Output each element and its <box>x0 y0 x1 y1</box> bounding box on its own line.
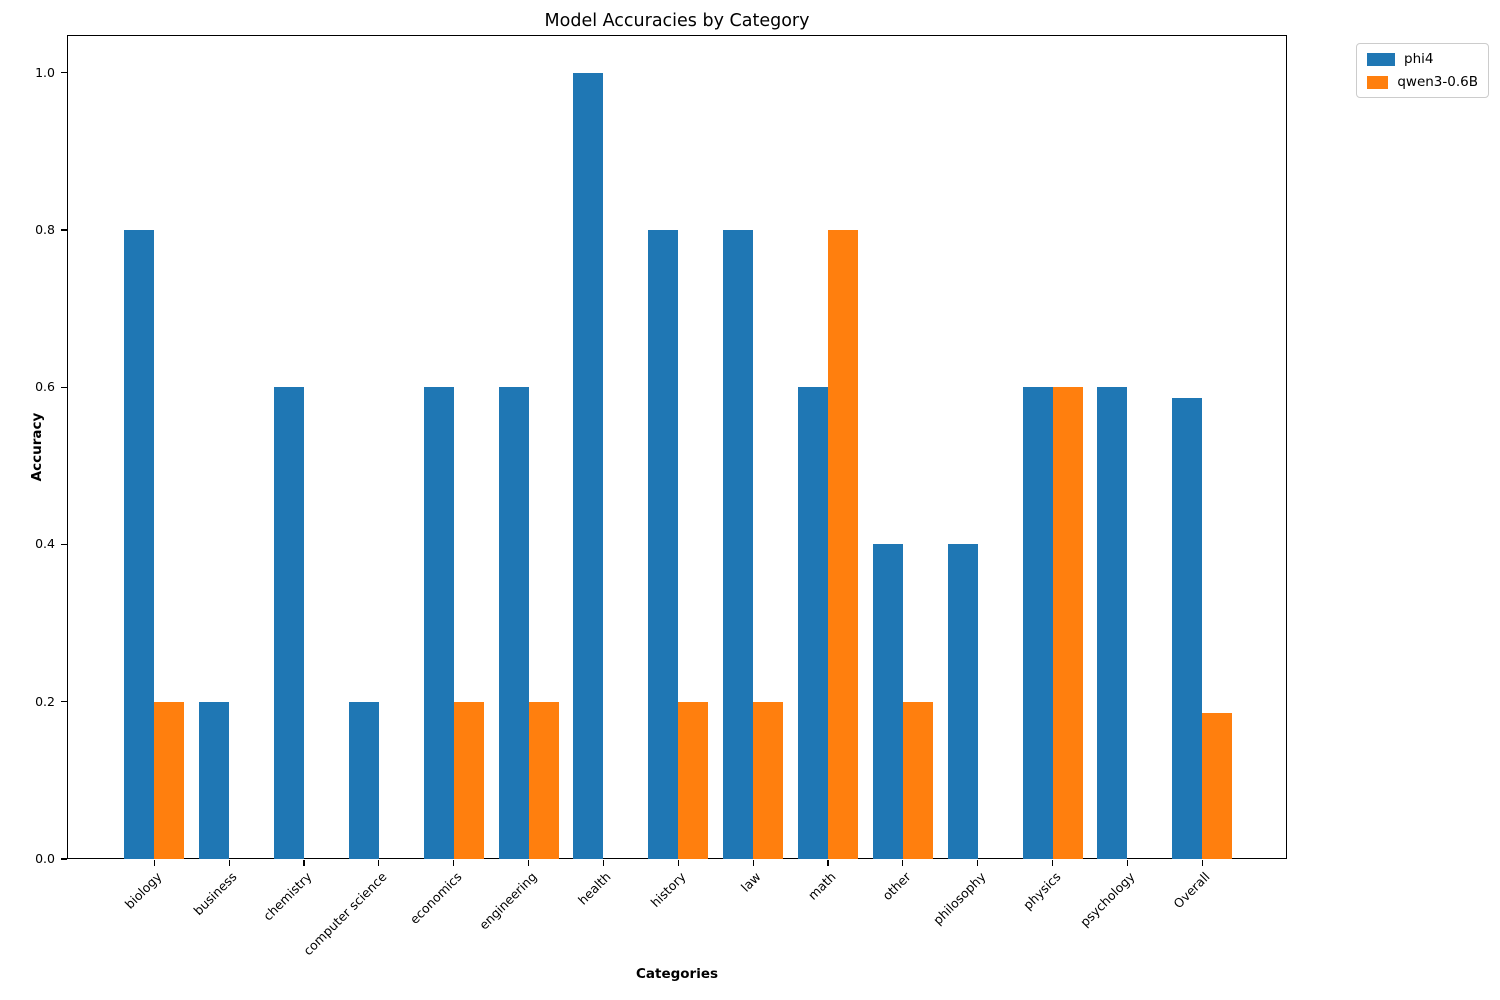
bar-phi4-health <box>573 72 604 859</box>
chart-title: Model Accuracies by Category <box>544 11 810 31</box>
x-tick-mark <box>153 859 155 866</box>
bar-phi4-other <box>872 544 903 859</box>
y-tick-label: 0.6 <box>35 379 55 395</box>
x-tick-mark <box>827 859 829 866</box>
bar-qwen3-0.6B-law <box>753 701 784 859</box>
y-tick-mark <box>60 858 67 860</box>
x-tick-mark <box>1201 859 1203 866</box>
x-tick-mark <box>902 859 904 866</box>
bar-phi4-Overall <box>1172 398 1203 859</box>
x-tick-mark <box>602 859 605 866</box>
legend-item-phi4: phi4 <box>1367 51 1478 67</box>
y-tick-label: 0.2 <box>35 693 55 709</box>
x-tick-mark <box>677 859 679 866</box>
bar-qwen3-0.6B-other <box>902 701 933 859</box>
legend-swatch-phi4-icon <box>1367 52 1395 66</box>
y-tick-label: 0.0 <box>35 851 55 866</box>
bar-qwen3-0.6B-physics <box>1052 387 1083 859</box>
bar-qwen3-0.6B-math <box>828 229 859 859</box>
bar-phi4-law <box>723 229 754 859</box>
y-tick-mark <box>60 386 67 388</box>
bar-qwen3-0.6B-Overall <box>1202 712 1233 859</box>
bar-qwen3-0.6B-history <box>678 701 709 859</box>
bar-qwen3-0.6B-engineering <box>528 701 559 859</box>
bar-phi4-business <box>199 701 230 859</box>
bar-phi4-biology <box>124 229 155 859</box>
x-tick-mark <box>378 859 380 866</box>
bar-qwen3-0.6B-economics <box>453 701 484 859</box>
x-tick-mark <box>453 859 455 866</box>
y-tick-label: 0.8 <box>35 221 55 237</box>
bar-phi4-engineering <box>498 387 529 859</box>
x-tick-mark <box>1126 859 1129 866</box>
bar-phi4-computer-science <box>348 701 379 859</box>
x-tick-mark <box>303 859 305 866</box>
y-tick-mark <box>60 543 67 546</box>
legend-item-qwen3-0.6B: qwen3-0.6B <box>1367 74 1478 90</box>
bar-qwen3-0.6B-biology <box>154 701 185 859</box>
x-tick-mark <box>528 859 530 866</box>
x-tick-mark <box>977 859 979 866</box>
legend-label-qwen3: qwen3-0.6B <box>1397 74 1478 90</box>
bar-phi4-chemistry <box>274 387 305 859</box>
y-tick-mark <box>60 229 67 231</box>
legend-label-phi4: phi4 <box>1404 51 1434 67</box>
x-axis-label: Categories <box>635 966 719 982</box>
bar-phi4-math <box>798 387 829 859</box>
x-tick-mark <box>1052 859 1054 866</box>
legend: phi4 qwen3-0.6B <box>1356 43 1489 98</box>
y-tick-mark <box>60 72 67 74</box>
y-tick-label: 0.4 <box>35 536 55 552</box>
bar-phi4-economics <box>423 387 454 859</box>
y-tick-label: 1.0 <box>35 64 55 80</box>
bar-phi4-history <box>648 229 679 859</box>
bar-phi4-psychology <box>1097 387 1128 859</box>
y-tick-mark <box>60 701 67 703</box>
legend-swatch-qwen3-icon <box>1367 75 1389 89</box>
bar-phi4-philosophy <box>947 544 978 859</box>
bar-phi4-physics <box>1022 387 1053 859</box>
y-axis-label: Accuracy <box>29 412 45 482</box>
x-tick-mark <box>228 859 230 866</box>
x-tick-mark <box>752 859 754 866</box>
